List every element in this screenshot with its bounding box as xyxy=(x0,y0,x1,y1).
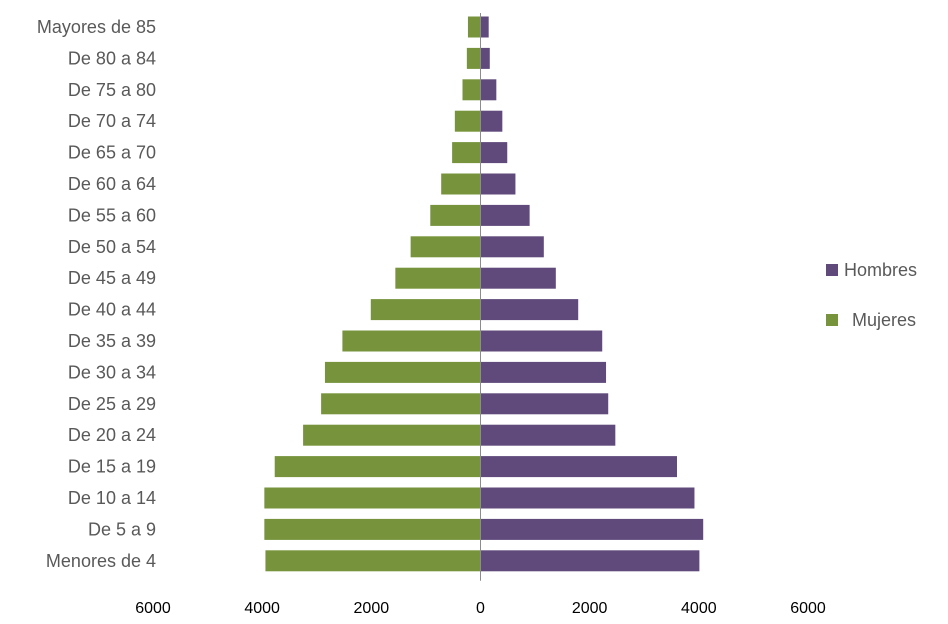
bar-mujeres-de-45-a-49 xyxy=(395,267,481,289)
bar-hombres-de-40-a-44 xyxy=(480,299,579,321)
x-tick-label: 4000 xyxy=(244,600,280,617)
category-label-de-45-a-49: De 45 a 49 xyxy=(68,268,156,288)
legend-label-hombres: Hombres xyxy=(844,259,918,280)
legend: Hombres Mujeres xyxy=(826,258,917,358)
bar-mujeres-de-20-a-24 xyxy=(303,424,481,446)
bar-mujeres-de-40-a-44 xyxy=(370,299,481,321)
bar-hombres-de-50-a-54 xyxy=(480,236,544,258)
bar-mujeres-de-10-a-14 xyxy=(264,487,481,509)
bar-mujeres-de-5-a-9 xyxy=(264,518,481,540)
x-tick-label: 2000 xyxy=(354,600,390,617)
bar-mujeres-mayores-de-85 xyxy=(467,16,481,38)
bar-hombres-de-30-a-34 xyxy=(480,361,607,383)
x-tick-labels: 6000 4000 2000 0 2000 4000 6000 xyxy=(135,600,826,617)
category-label-de-20-a-24: De 20 a 24 xyxy=(68,425,156,445)
category-label-de-15-a-19: De 15 a 19 xyxy=(68,457,156,477)
category-label-de-55-a-60: De 55 a 60 xyxy=(68,205,156,225)
category-label-de-50-a-54: De 50 a 54 xyxy=(68,237,156,257)
bar-hombres-de-75-a-80 xyxy=(480,79,497,101)
category-label-de-65-a-70: De 65 a 70 xyxy=(68,143,156,163)
category-label-de-75-a-80: De 75 a 80 xyxy=(68,80,156,100)
x-tick-label: 2000 xyxy=(572,600,608,617)
x-tick-label: 6000 xyxy=(135,600,171,617)
bar-mujeres-de-30-a-34 xyxy=(324,361,481,383)
category-label-de-5-a-9: De 5 a 9 xyxy=(88,519,156,539)
bar-hombres-de-20-a-24 xyxy=(480,424,616,446)
bar-mujeres-de-50-a-54 xyxy=(410,236,481,258)
category-label-de-80-a-84: De 80 a 84 xyxy=(68,48,156,68)
bar-mujeres-de-60-a-64 xyxy=(441,173,481,195)
bar-mujeres-de-65-a-70 xyxy=(452,142,481,164)
category-label-de-40-a-44: De 40 a 44 xyxy=(68,300,156,320)
legend-swatch-mujeres xyxy=(826,314,838,326)
bar-mujeres-de-75-a-80 xyxy=(462,79,481,101)
category-label-de-60-a-64: De 60 a 64 xyxy=(68,174,156,194)
bar-hombres-de-25-a-29 xyxy=(480,393,609,415)
bar-hombres-de-35-a-39 xyxy=(480,330,603,352)
bar-mujeres-de-15-a-19 xyxy=(274,456,481,478)
bars xyxy=(264,16,704,572)
legend-item-mujeres: Mujeres xyxy=(826,308,917,332)
bar-mujeres-de-55-a-60 xyxy=(430,204,481,226)
category-label-de-35-a-39: De 35 a 39 xyxy=(68,331,156,351)
bar-hombres-de-10-a-14 xyxy=(480,487,695,509)
category-label-de-10-a-14: De 10 a 14 xyxy=(68,488,156,508)
bar-mujeres-menores-de-4 xyxy=(265,550,481,572)
bar-hombres-de-70-a-74 xyxy=(480,110,503,132)
bar-hombres-de-80-a-84 xyxy=(480,47,490,69)
category-label-mayores-de-85: Mayores de 85 xyxy=(37,17,156,37)
bar-mujeres-de-35-a-39 xyxy=(342,330,481,352)
bar-hombres-de-55-a-60 xyxy=(480,204,530,226)
legend-label-mujeres: Mujeres xyxy=(852,309,917,330)
x-tick-label: 4000 xyxy=(681,600,717,617)
category-label-de-30-a-34: De 30 a 34 xyxy=(68,362,156,382)
bar-mujeres-de-70-a-74 xyxy=(454,110,481,132)
x-tick-label: 6000 xyxy=(790,600,826,617)
bar-hombres-de-60-a-64 xyxy=(480,173,516,195)
x-tick-label: 0 xyxy=(476,600,485,617)
legend-swatch-hombres xyxy=(826,264,838,276)
bar-hombres-de-15-a-19 xyxy=(480,456,677,478)
bar-mujeres-de-80-a-84 xyxy=(466,47,481,69)
category-label-menores-de-4: Menores de 4 xyxy=(46,551,156,571)
legend-item-hombres: Hombres xyxy=(826,258,917,282)
category-label-de-70-a-74: De 70 a 74 xyxy=(68,111,156,131)
category-labels: Mayores de 85 De 80 a 84 De 75 a 80 De 70 a… xyxy=(37,17,156,571)
bar-hombres-de-65-a-70 xyxy=(480,142,508,164)
bar-mujeres-de-25-a-29 xyxy=(321,393,481,415)
bar-hombres-de-45-a-49 xyxy=(480,267,556,289)
category-label-de-25-a-29: De 25 a 29 xyxy=(68,394,156,414)
bar-hombres-mayores-de-85 xyxy=(480,16,489,38)
bar-hombres-menores-de-4 xyxy=(480,550,700,572)
bar-hombres-de-5-a-9 xyxy=(480,518,704,540)
